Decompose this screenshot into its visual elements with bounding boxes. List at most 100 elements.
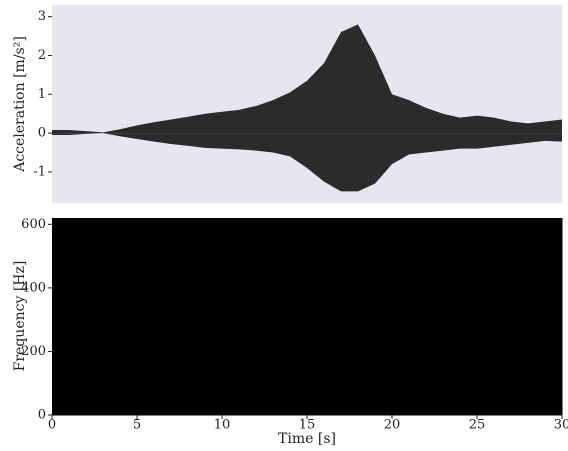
heatmap-cell bbox=[154, 286, 206, 298]
heatmap-cell bbox=[52, 247, 104, 258]
heatmap-cell bbox=[307, 247, 359, 258]
heatmap-cell bbox=[103, 218, 155, 229]
heatmap-cell bbox=[511, 355, 563, 367]
heatmap-cell bbox=[154, 267, 206, 278]
heatmap-cell bbox=[205, 218, 257, 229]
heatmap-cell bbox=[52, 267, 104, 278]
heatmap-cell bbox=[256, 365, 308, 377]
heatmap-cell bbox=[511, 296, 563, 308]
heatmap-cell bbox=[460, 286, 512, 298]
heatmap-cell bbox=[256, 385, 308, 396]
heatmap-cell bbox=[154, 355, 206, 367]
heatmap-cell bbox=[205, 316, 257, 327]
heatmap-cell bbox=[52, 385, 104, 396]
heatmap-cell bbox=[460, 306, 512, 317]
heatmap-cell bbox=[307, 316, 359, 327]
heatmap-cell bbox=[103, 385, 155, 396]
heatmap-cell bbox=[409, 326, 461, 337]
heatmap-cell bbox=[52, 375, 104, 386]
heatmap-cell bbox=[460, 316, 512, 327]
heatmap-cell bbox=[256, 267, 308, 278]
heatmap-cell bbox=[460, 218, 512, 229]
heatmap-cell bbox=[154, 316, 206, 327]
y-tick-label: 2 bbox=[38, 48, 46, 63]
heatmap-cell bbox=[103, 316, 155, 327]
heatmap-cell bbox=[205, 267, 257, 278]
heatmap-cell bbox=[205, 227, 257, 239]
heatmap-cell bbox=[256, 355, 308, 367]
heatmap-cell bbox=[205, 326, 257, 337]
heatmap-cell bbox=[409, 267, 461, 278]
heatmap-cell bbox=[154, 385, 206, 396]
heatmap-cell bbox=[52, 296, 104, 308]
heatmap-cell bbox=[52, 395, 104, 406]
heatmap-cell bbox=[52, 405, 104, 416]
heatmap-cell bbox=[154, 375, 206, 386]
heatmap-cell bbox=[358, 227, 410, 239]
heatmap-cell bbox=[460, 346, 512, 357]
heatmap-cell bbox=[409, 316, 461, 327]
heatmap-cell bbox=[409, 375, 461, 386]
heatmap-cell bbox=[103, 267, 155, 278]
heatmap-cell bbox=[307, 405, 359, 416]
heatmap-cell bbox=[409, 355, 461, 367]
heatmap-cell bbox=[358, 237, 410, 249]
heatmap-cell bbox=[205, 405, 257, 416]
heatmap-cell bbox=[205, 365, 257, 377]
heatmap-cell bbox=[460, 375, 512, 386]
heatmap-cell bbox=[511, 237, 563, 249]
heatmap-cell bbox=[307, 277, 359, 288]
y-tick-label: 1 bbox=[38, 87, 46, 102]
heatmap-cell bbox=[460, 237, 512, 249]
heatmap-cell bbox=[358, 395, 410, 406]
heatmap-cell bbox=[307, 257, 359, 268]
heatmap-cell bbox=[256, 277, 308, 288]
heatmap-cell bbox=[511, 277, 563, 288]
heatmap-cell bbox=[103, 286, 155, 298]
heatmap-cell bbox=[409, 296, 461, 308]
heatmap-cell bbox=[205, 395, 257, 406]
heatmap-cell bbox=[358, 365, 410, 377]
x-tick-label: 5 bbox=[133, 418, 141, 433]
heatmap-cell bbox=[307, 355, 359, 367]
heatmap-cell bbox=[52, 336, 104, 347]
heatmap-cell bbox=[52, 277, 104, 288]
heatmap-cell bbox=[409, 286, 461, 298]
heatmap-cell bbox=[409, 395, 461, 406]
heatmap-cell bbox=[460, 296, 512, 308]
heatmap-cell bbox=[460, 405, 512, 416]
heatmap-cell bbox=[511, 336, 563, 347]
heatmap-cell bbox=[358, 355, 410, 367]
heatmap-cell bbox=[256, 286, 308, 298]
y-tick-label: 3 bbox=[38, 9, 46, 24]
heatmap-cell bbox=[103, 336, 155, 347]
heatmap-cell bbox=[358, 257, 410, 268]
heatmap-cell bbox=[103, 405, 155, 416]
heatmap-cell bbox=[103, 237, 155, 249]
heatmap-cell bbox=[307, 267, 359, 278]
heatmap-cell bbox=[409, 247, 461, 258]
heatmap-cell bbox=[358, 286, 410, 298]
heatmap-cell bbox=[358, 247, 410, 258]
heatmap-cell bbox=[511, 267, 563, 278]
y-tick-label: 600 bbox=[21, 217, 46, 232]
heatmap-cell bbox=[52, 218, 104, 229]
heatmap-cell bbox=[460, 257, 512, 268]
heatmap-cell bbox=[511, 405, 563, 416]
heatmap-cell bbox=[409, 227, 461, 239]
heatmap-cell bbox=[307, 286, 359, 298]
y-tick-label: 200 bbox=[21, 344, 46, 359]
heatmap-cell bbox=[52, 227, 104, 239]
heatmap-cell bbox=[256, 395, 308, 406]
heatmap-cell bbox=[205, 306, 257, 317]
signal-envelope bbox=[52, 24, 562, 134]
heatmap-cell bbox=[205, 296, 257, 308]
heatmap-cell bbox=[358, 405, 410, 416]
heatmap-cell bbox=[511, 365, 563, 377]
heatmap-cell bbox=[154, 346, 206, 357]
heatmap-cell bbox=[103, 365, 155, 377]
heatmap-cell bbox=[154, 296, 206, 308]
heatmap-cell bbox=[154, 218, 206, 229]
heatmap-cell bbox=[511, 326, 563, 337]
heatmap-cell bbox=[205, 385, 257, 396]
